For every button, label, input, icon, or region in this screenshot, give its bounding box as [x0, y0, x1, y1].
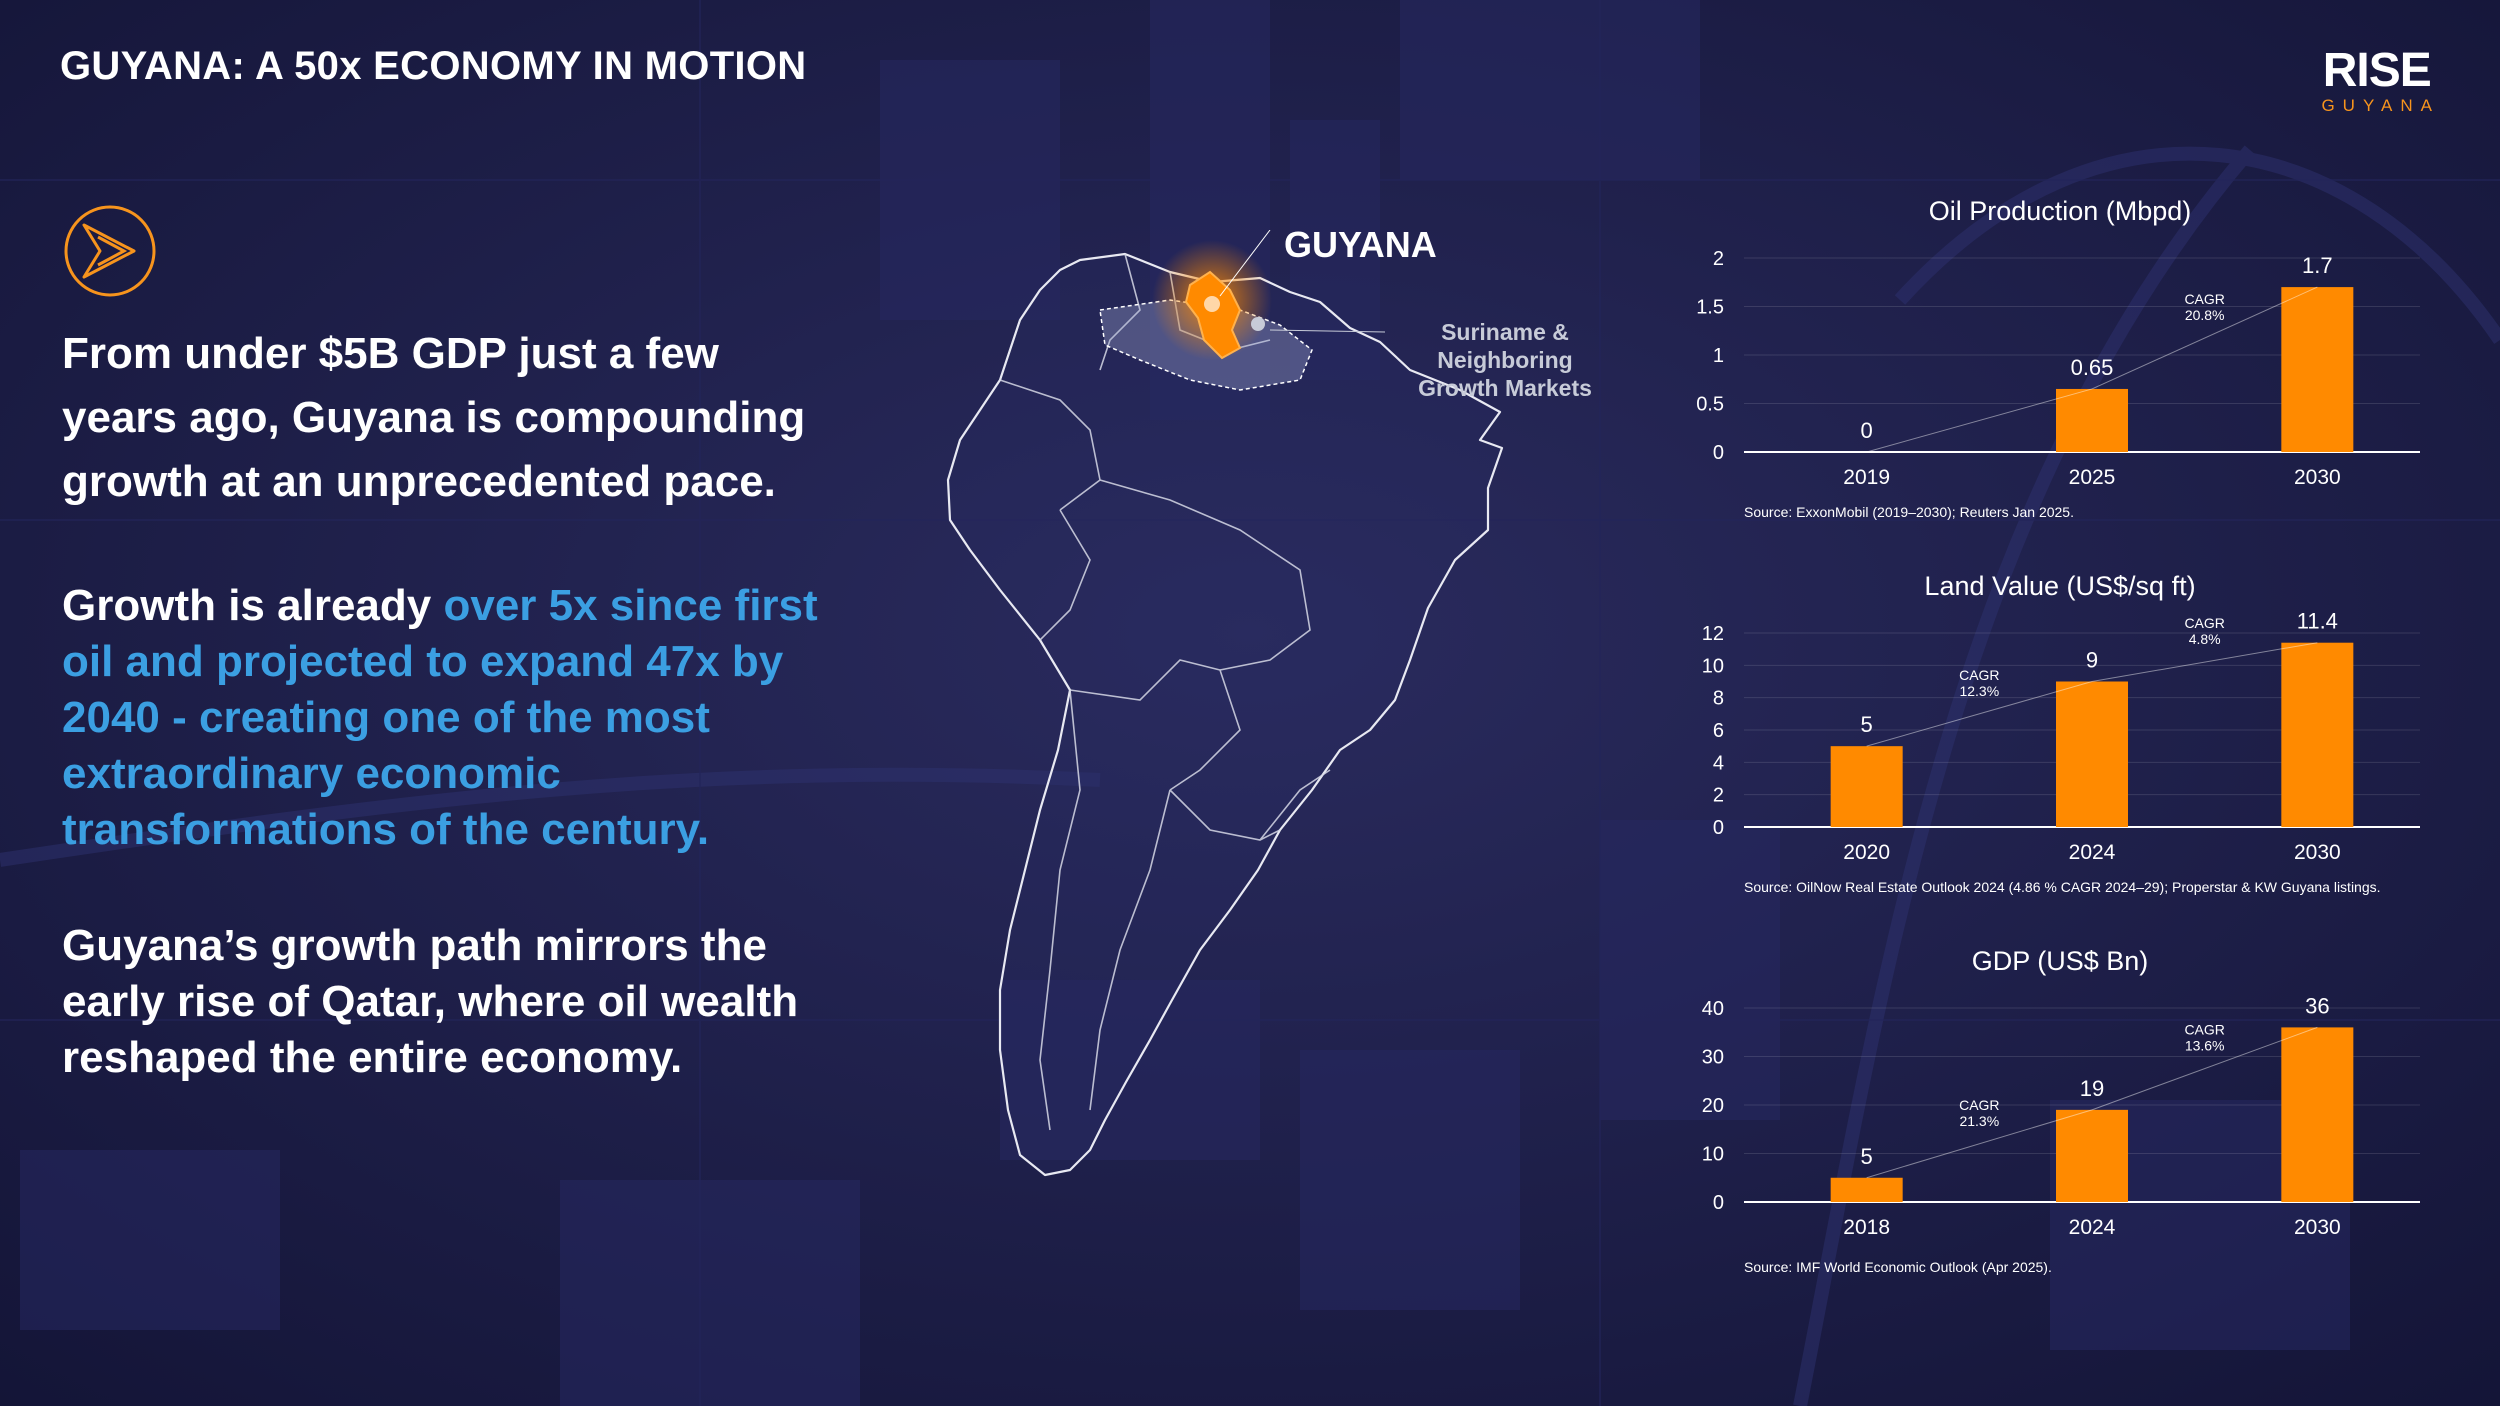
- x-tick-label: 2019: [1843, 466, 1890, 489]
- cagr-value: 20.8%: [2185, 307, 2225, 323]
- guyana-map-label: GUYANA: [1284, 224, 1437, 265]
- trend-line: [1866, 1109, 2093, 1179]
- cagr-value: 13.6%: [2185, 1038, 2225, 1054]
- trend-line: [1866, 681, 2093, 747]
- data-label: 11.4: [2297, 609, 2338, 634]
- bar-2024: [2056, 681, 2128, 827]
- y-tick-label: 1.5: [1696, 297, 1724, 319]
- growth-paragraph: Growth is already over 5x since first oi…: [62, 578, 822, 858]
- y-tick-label: 40: [1702, 998, 1724, 1020]
- y-tick-label: 2: [1713, 248, 1724, 270]
- suriname-map-note: Suriname & Neighboring Growth Markets: [1418, 319, 1592, 401]
- cagr-value: 21.3%: [1959, 1113, 1999, 1129]
- land-value-plot: 024681012520209202411.42030CAGR12.3%CAGR…: [1702, 609, 2420, 864]
- guyana-highlight: [1184, 270, 1242, 360]
- continent-outline: [946, 252, 1504, 1177]
- y-tick-label: 10: [1702, 655, 1724, 677]
- data-label: 1.7: [2302, 253, 2333, 278]
- bar-2025: [2056, 388, 2128, 452]
- bar-2024: [2056, 1109, 2128, 1202]
- y-tick-label: 2: [1713, 785, 1724, 807]
- data-label: 19: [2080, 1076, 2104, 1101]
- data-label: 5: [1861, 1144, 1873, 1169]
- growth-lead-text: Growth is already: [62, 581, 444, 630]
- chart-title: Land Value (US$/sq ft): [1924, 571, 2196, 601]
- y-tick-label: 0.5: [1696, 394, 1724, 416]
- cagr-label: CAGR: [1959, 1097, 1999, 1113]
- bar-2020: [1830, 746, 1903, 827]
- x-tick-label: 2020: [1843, 841, 1890, 864]
- chart-source: Source: OilNow Real Estate Outlook 2024 …: [1744, 879, 2381, 895]
- page-title: GUYANA: A 50x ECONOMY IN MOTION: [60, 44, 807, 88]
- x-tick-label: 2018: [1843, 1216, 1890, 1239]
- bar-2018: [1830, 1177, 1903, 1202]
- y-tick-label: 0: [1713, 817, 1724, 839]
- y-tick-label: 6: [1713, 720, 1724, 742]
- south-america-map: [946, 230, 1504, 1177]
- gdp-chart: GDP (US$ Bn) 0 10 20 30 40 5 2018 19 2024 36 2030 C…: [1680, 946, 2440, 1286]
- cagr-label: CAGR: [1959, 667, 1999, 683]
- chart-source: Source: IMF World Economic Outlook (Apr …: [1744, 1259, 2052, 1275]
- trend-line: [1866, 388, 2093, 453]
- bar-2030: [2281, 642, 2354, 827]
- data-label: 0.65: [2071, 355, 2114, 380]
- chart-title: Oil Production (Mbpd): [1928, 196, 2192, 226]
- data-label: 36: [2305, 993, 2329, 1018]
- cagr-label: CAGR: [2184, 615, 2224, 631]
- bar-2030: [2281, 1027, 2354, 1202]
- logo-sub-text: GUYANA: [2321, 96, 2440, 115]
- bar-2030: [2281, 287, 2354, 452]
- y-tick-label: 4: [1713, 752, 1724, 774]
- chart-title: GDP (US$ Bn): [1971, 946, 2149, 976]
- y-tick-label: 8: [1713, 688, 1724, 710]
- rise-guyana-logo: RISE GUYANA: [2313, 44, 2440, 116]
- cagr-value: 12.3%: [1959, 683, 1999, 699]
- y-tick-label: 10: [1702, 1144, 1724, 1166]
- x-tick-label: 2030: [2294, 1216, 2341, 1239]
- trend-line: [2091, 286, 2318, 390]
- double-chevron-right-icon: [64, 205, 156, 297]
- cagr-value: 4.8%: [2189, 631, 2221, 647]
- growth-highlight-text: over 5x since first oil and projected to…: [62, 581, 818, 854]
- data-label: 9: [2086, 648, 2098, 673]
- y-tick-label: 12: [1702, 623, 1724, 645]
- qatar-paragraph: Guyana’s growth path mirrors the early r…: [62, 921, 799, 1082]
- y-tick-label: 0: [1713, 1192, 1724, 1214]
- y-tick-label: 20: [1702, 1095, 1724, 1117]
- trend-line: [2091, 1026, 2318, 1111]
- cagr-label: CAGR: [2184, 291, 2224, 307]
- x-tick-label: 2025: [2069, 466, 2116, 489]
- oil-production-chart: Oil Production (Mbpd) 0 0.5 1 1.5 2 0 2019 0.65…: [1680, 196, 2440, 536]
- y-tick-label: 30: [1702, 1047, 1724, 1069]
- intro-paragraph: From under $5B GDP just a few years ago,…: [62, 329, 806, 506]
- x-tick-label: 2024: [2069, 841, 2116, 864]
- data-label: 0: [1861, 418, 1873, 443]
- gdp-plot: 01020304052018192024362030CAGR21.3%CAGR1…: [1702, 993, 2420, 1239]
- cagr-label: CAGR: [2184, 1022, 2224, 1038]
- x-tick-label: 2024: [2069, 1216, 2116, 1239]
- data-label: 5: [1861, 712, 1873, 737]
- y-tick-label: 1: [1713, 345, 1724, 367]
- x-tick-label: 2030: [2294, 841, 2341, 864]
- suriname-marker: [1251, 317, 1265, 331]
- y-tick-label: 0: [1713, 442, 1724, 464]
- trend-line: [2091, 642, 2318, 682]
- logo-main-text: RISE: [2322, 44, 2432, 97]
- land-value-chart: Land Value (US$/sq ft) 0 2 4 6 8 10 12 5 2020 9 20…: [1680, 571, 2440, 911]
- chart-source: Source: ExxonMobil (2019–2030); Reuters …: [1744, 504, 2074, 520]
- guyana-marker: [1204, 296, 1220, 312]
- x-tick-label: 2030: [2294, 466, 2341, 489]
